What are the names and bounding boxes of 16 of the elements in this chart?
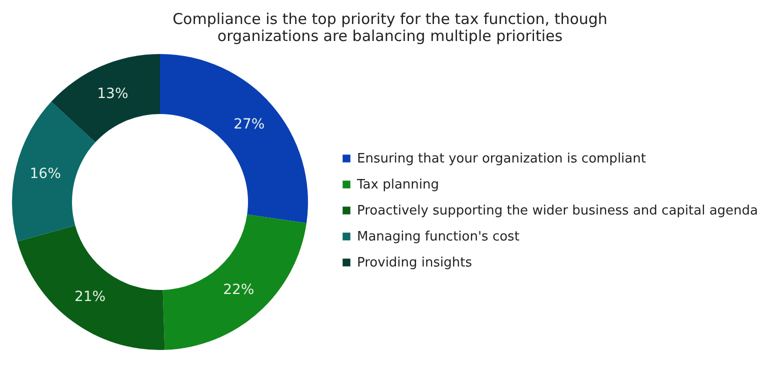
chart-title: Compliance is the top priority for the tax function, though organizations are balancing multiple priorities xyxy=(172,10,608,45)
donut-slice xyxy=(17,225,165,350)
data-label: 21% xyxy=(74,289,106,306)
donut-slice xyxy=(162,214,306,350)
donut-slice xyxy=(160,54,308,224)
data-label: 16% xyxy=(30,166,61,182)
legend-label: Providing insights xyxy=(357,256,472,270)
data-label: 13% xyxy=(97,86,128,102)
legend-label: Ensuring that your organization is compliant xyxy=(357,152,646,166)
legend-label: Tax planning xyxy=(356,178,439,192)
donut-slice xyxy=(12,102,96,242)
data-label: 27% xyxy=(234,116,265,133)
donut-slice xyxy=(51,54,160,142)
legend-label: Managing function's cost xyxy=(357,230,520,244)
legend-label: Proactively supporting the wider business and capital agenda xyxy=(357,204,758,218)
data-label: 22% xyxy=(223,282,254,298)
